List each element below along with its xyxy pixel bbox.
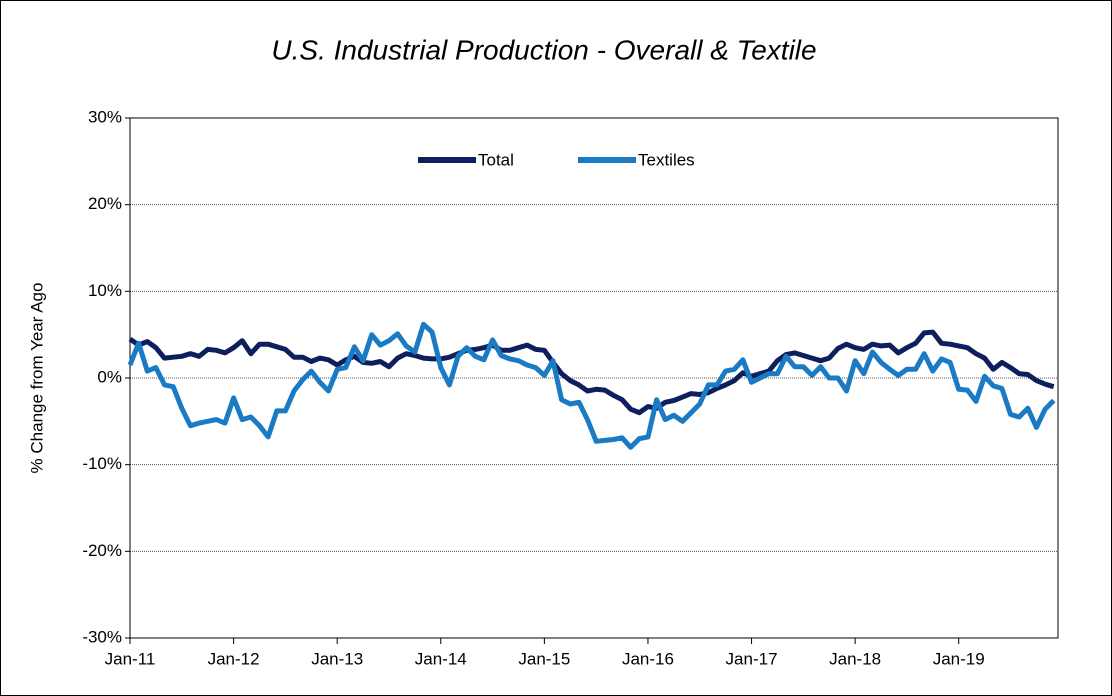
series-line [128, 329, 1055, 416]
x-tick-label: Jan-19 [933, 649, 985, 668]
y-tick-label: 0% [97, 367, 122, 386]
legend-label: Textiles [638, 150, 695, 169]
y-axis-label: % Change from Year Ago [27, 283, 46, 474]
y-tick-label: 30% [88, 107, 122, 126]
x-tick-label: Jan-13 [311, 649, 363, 668]
x-tick-label: Jan-18 [829, 649, 881, 668]
y-tick-label: -30% [82, 627, 122, 646]
x-tick-label: Jan-11 [105, 649, 156, 668]
y-tick-label: -10% [82, 454, 122, 473]
x-tick-label: Jan-14 [415, 649, 467, 668]
series-line [127, 321, 1056, 450]
y-tick-label: 20% [88, 194, 122, 213]
x-tick-label: Jan-12 [208, 649, 260, 668]
legend-label: Total [478, 150, 514, 169]
x-tick-label: Jan-15 [518, 649, 570, 668]
y-tick-label: -20% [82, 541, 122, 560]
x-tick-label: Jan-16 [622, 649, 674, 668]
y-tick-label: 10% [88, 281, 122, 300]
chart-title: U.S. Industrial Production - Overall & T… [271, 34, 816, 65]
plot-area [129, 117, 1059, 639]
x-tick-label: Jan-17 [726, 649, 778, 668]
